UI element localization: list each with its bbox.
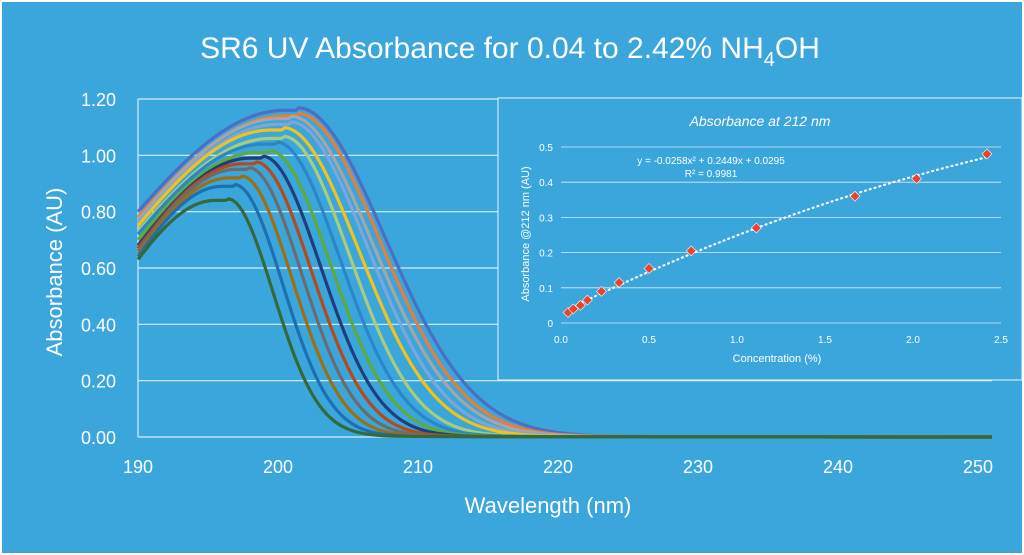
inset-x-tick-label: 1.5	[818, 335, 832, 346]
main-x-tick-label: 230	[683, 457, 713, 477]
main-series-lines	[136, 106, 992, 439]
main-x-tick-label: 200	[263, 457, 293, 477]
inset-data-point	[643, 263, 655, 274]
chart-title-main: SR6 UV Absorbance for 0.04 to 2.42% NH	[200, 32, 764, 65]
inset-y-tick-label: 0.5	[539, 143, 553, 154]
inset-data-point	[567, 303, 579, 315]
main-y-tick-label: 0.60	[81, 259, 116, 279]
inset-y-tick-label: 0.2	[539, 249, 553, 260]
inset-x-tick-label: 0.5	[642, 335, 656, 346]
main-y-tick-label: 0.20	[81, 372, 116, 392]
main-y-tick-label: 0.00	[81, 428, 116, 448]
main-x-tick-label: 220	[543, 457, 573, 477]
inset-x-tick-label: 0.0	[554, 335, 568, 346]
main-y-tick-label: 1.00	[81, 146, 116, 166]
chart-title-subscript: 4	[764, 49, 775, 71]
inset-data-point	[911, 173, 922, 185]
inset-gridlines	[561, 146, 1001, 324]
inset-y-tick-labels: 0 0.1 0.2 0.3 0.4 0.5	[539, 143, 553, 330]
main-y-tick-label: 1.20	[81, 90, 116, 110]
inset-y-axis-label: Absorbance @212 nm (AU)	[520, 166, 532, 301]
main-y-tick-label: 0.80	[81, 203, 116, 223]
inset-data-point	[981, 148, 993, 160]
chart-title-tail: OH	[775, 32, 820, 65]
inset-data-point	[849, 190, 861, 202]
inset-data-points	[562, 148, 993, 318]
inset-data-point	[685, 245, 697, 257]
main-x-tick-label: 250	[963, 457, 993, 477]
inset-y-tick-label: 0	[547, 319, 553, 330]
inset-background	[497, 97, 1022, 381]
inset-y-tick-label: 0.4	[539, 178, 553, 189]
inset-x-axis-label: Concentration (%)	[733, 353, 822, 365]
inset-data-point	[596, 285, 607, 297]
inset-x-tick-labels: 0.0 0.5 1.0 1.5 2.0 2.5	[554, 335, 1008, 346]
inset-data-point	[582, 294, 593, 306]
chart-title: SR6 UV Absorbance for 0.04 to 2.42% NH4O…	[200, 32, 820, 71]
inset-y-tick-label: 0.3	[539, 213, 553, 224]
main-x-tick-label: 240	[823, 457, 853, 477]
inset-x-tick-label: 1.0	[730, 335, 744, 346]
main-y-tick-labels: 0.00 0.20 0.40 0.60 0.80 1.00 1.20	[81, 90, 116, 448]
inset-data-point	[574, 300, 586, 311]
main-y-tick-label: 0.40	[81, 315, 116, 335]
inset-chart: Absorbance at 212 nm 0 0.1 0.2 0.3 0.4 0.5 0.…	[497, 97, 1022, 381]
inset-y-tick-label: 0.1	[539, 284, 553, 295]
main-y-axis-label: Absorbance (AU)	[42, 188, 67, 357]
inset-equation: y = -0.0258x² + 0.2449x + 0.0295	[637, 156, 785, 167]
inset-x-tick-label: 2.0	[906, 335, 920, 346]
inset-title: Absorbance at 212 nm	[689, 113, 831, 129]
inset-data-point	[613, 277, 625, 288]
inset-x-tick-label: 2.5	[994, 335, 1008, 346]
absorbance-curve	[136, 197, 992, 439]
main-x-tick-labels: 190 200 210 220 230 240 250	[123, 457, 993, 477]
main-x-tick-label: 190	[123, 457, 153, 477]
main-x-axis-label: Wavelength (nm)	[465, 493, 632, 518]
inset-r-squared: R² = 0.9981	[685, 169, 738, 180]
inset-data-point	[750, 222, 762, 234]
main-x-tick-label: 210	[403, 457, 433, 477]
